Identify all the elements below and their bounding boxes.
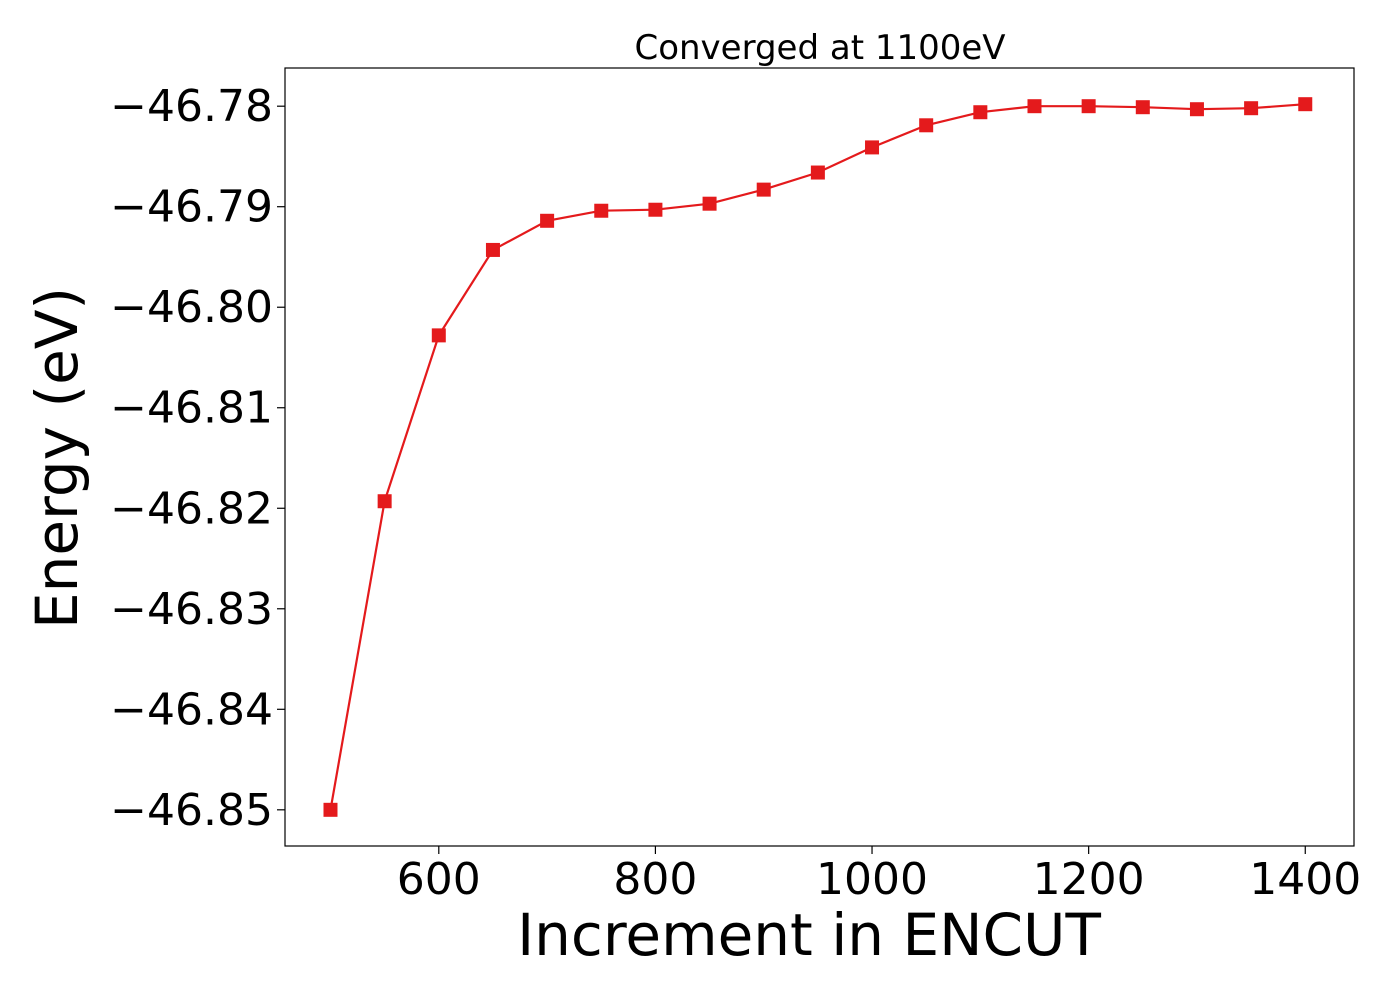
data-point-marker	[648, 202, 663, 217]
y-tick-label: −46.84	[110, 684, 273, 735]
data-point-marker	[1244, 101, 1259, 116]
y-tick-label: −46.79	[110, 182, 273, 233]
data-point-marker	[973, 105, 988, 120]
y-axis: −46.78 −46.79 −46.80 −46.81 −46.82 −46.83 −46.…	[110, 81, 285, 836]
x-tick-label: 1200	[1033, 854, 1145, 905]
data-point-marker	[431, 328, 446, 343]
data-point-marker	[865, 140, 880, 155]
data-point-marker	[1189, 102, 1204, 117]
data-point-marker	[485, 242, 500, 257]
x-tick-label: 800	[613, 854, 697, 905]
series-energy	[323, 97, 1313, 817]
data-point-marker	[1298, 97, 1313, 112]
data-point-marker	[540, 213, 555, 228]
y-tick-label: −46.83	[110, 584, 273, 635]
x-tick-label: 600	[397, 854, 481, 905]
data-point-marker	[1027, 99, 1042, 114]
chart-title: Converged at 1100eV	[634, 28, 1005, 68]
series-line	[329, 103, 1306, 810]
x-tick-label: 1000	[816, 854, 928, 905]
data-point-marker	[323, 802, 338, 817]
data-point-marker	[594, 203, 609, 218]
y-tick-label: −46.82	[110, 483, 273, 534]
plot-area-frame	[284, 67, 1355, 847]
data-point-marker	[702, 196, 717, 211]
data-point-marker	[756, 182, 771, 197]
data-point-marker	[919, 118, 934, 133]
data-point-marker	[1135, 100, 1150, 115]
data-point-marker	[810, 165, 825, 180]
x-tick-label: 1400	[1249, 854, 1361, 905]
x-axis: 600 800 1000 1200 1400	[397, 846, 1361, 905]
y-tick-label: −46.85	[110, 785, 273, 836]
data-point-marker	[377, 494, 392, 509]
x-axis-label: Increment in ENCUT	[517, 901, 1101, 969]
y-tick-label: −46.78	[110, 81, 273, 132]
data-point-marker	[1081, 99, 1096, 114]
y-axis-label: Energy (eV)	[23, 287, 91, 629]
y-tick-label: −46.81	[110, 383, 273, 434]
y-tick-label: −46.80	[110, 282, 273, 333]
